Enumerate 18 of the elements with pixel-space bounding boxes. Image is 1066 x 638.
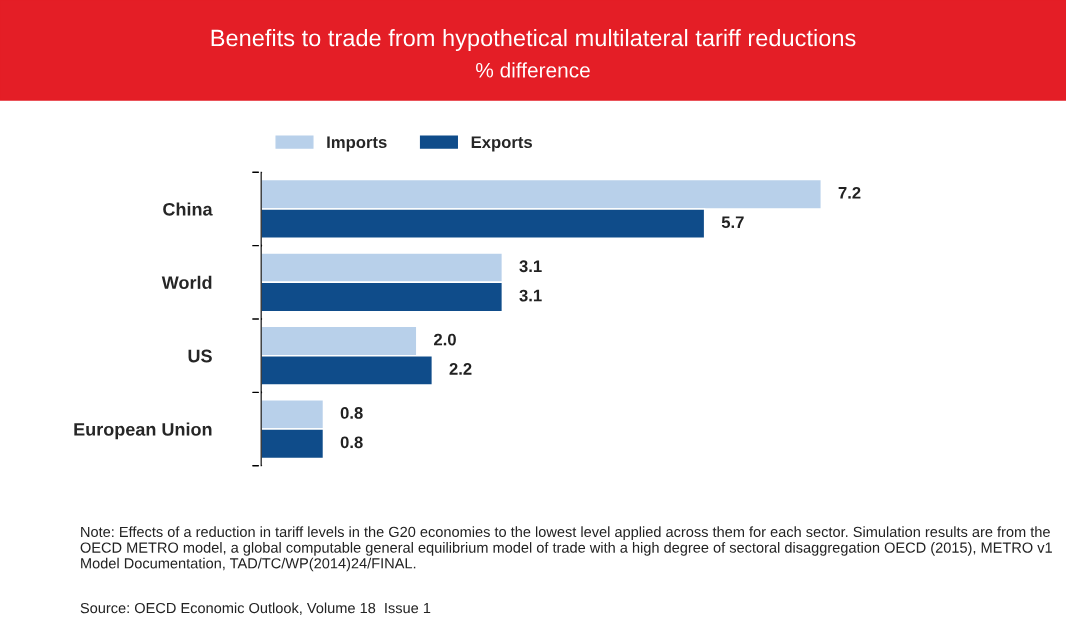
data-label: 2.0 <box>434 333 456 346</box>
y-tick-label: European Union <box>74 422 212 440</box>
data-label: 3.1 <box>519 289 542 302</box>
data-label: 2.2 <box>449 363 472 375</box>
data-label: 0.8 <box>340 436 363 449</box>
data-label: 3.1 <box>519 260 542 273</box>
data-label: 0.8 <box>340 407 363 419</box>
y-tick-label: US <box>188 349 212 363</box>
chart-title: Benefits to trade from hypothetical multilateral tariff reductions <box>211 29 856 52</box>
y-tick-label: World <box>161 275 212 290</box>
y-tick-label: China <box>163 202 213 216</box>
text: Note: Effects of a reduction in tariff levels in the G20 economies to the lowest level applied across them for each sector. Simulation results are from the OECD METRO model, a global computable general equilibrium model of trade with a high degree of sectoral disaggregation OECD (2015), METRO v1 Model Documentation, TAD/TC/WP(2014)24/FINAL. <box>80 526 1052 572</box>
data-label: 7.2 <box>838 186 861 199</box>
source-note: Source: OECD Economic Outlook, Volume 18 Issue 1 <box>80 602 431 615</box>
legend-label: Exports <box>471 136 532 152</box>
chart-subtitle: % difference <box>476 62 590 78</box>
data-label: 5.7 <box>721 216 744 229</box>
legend-label: Imports <box>327 136 387 152</box>
